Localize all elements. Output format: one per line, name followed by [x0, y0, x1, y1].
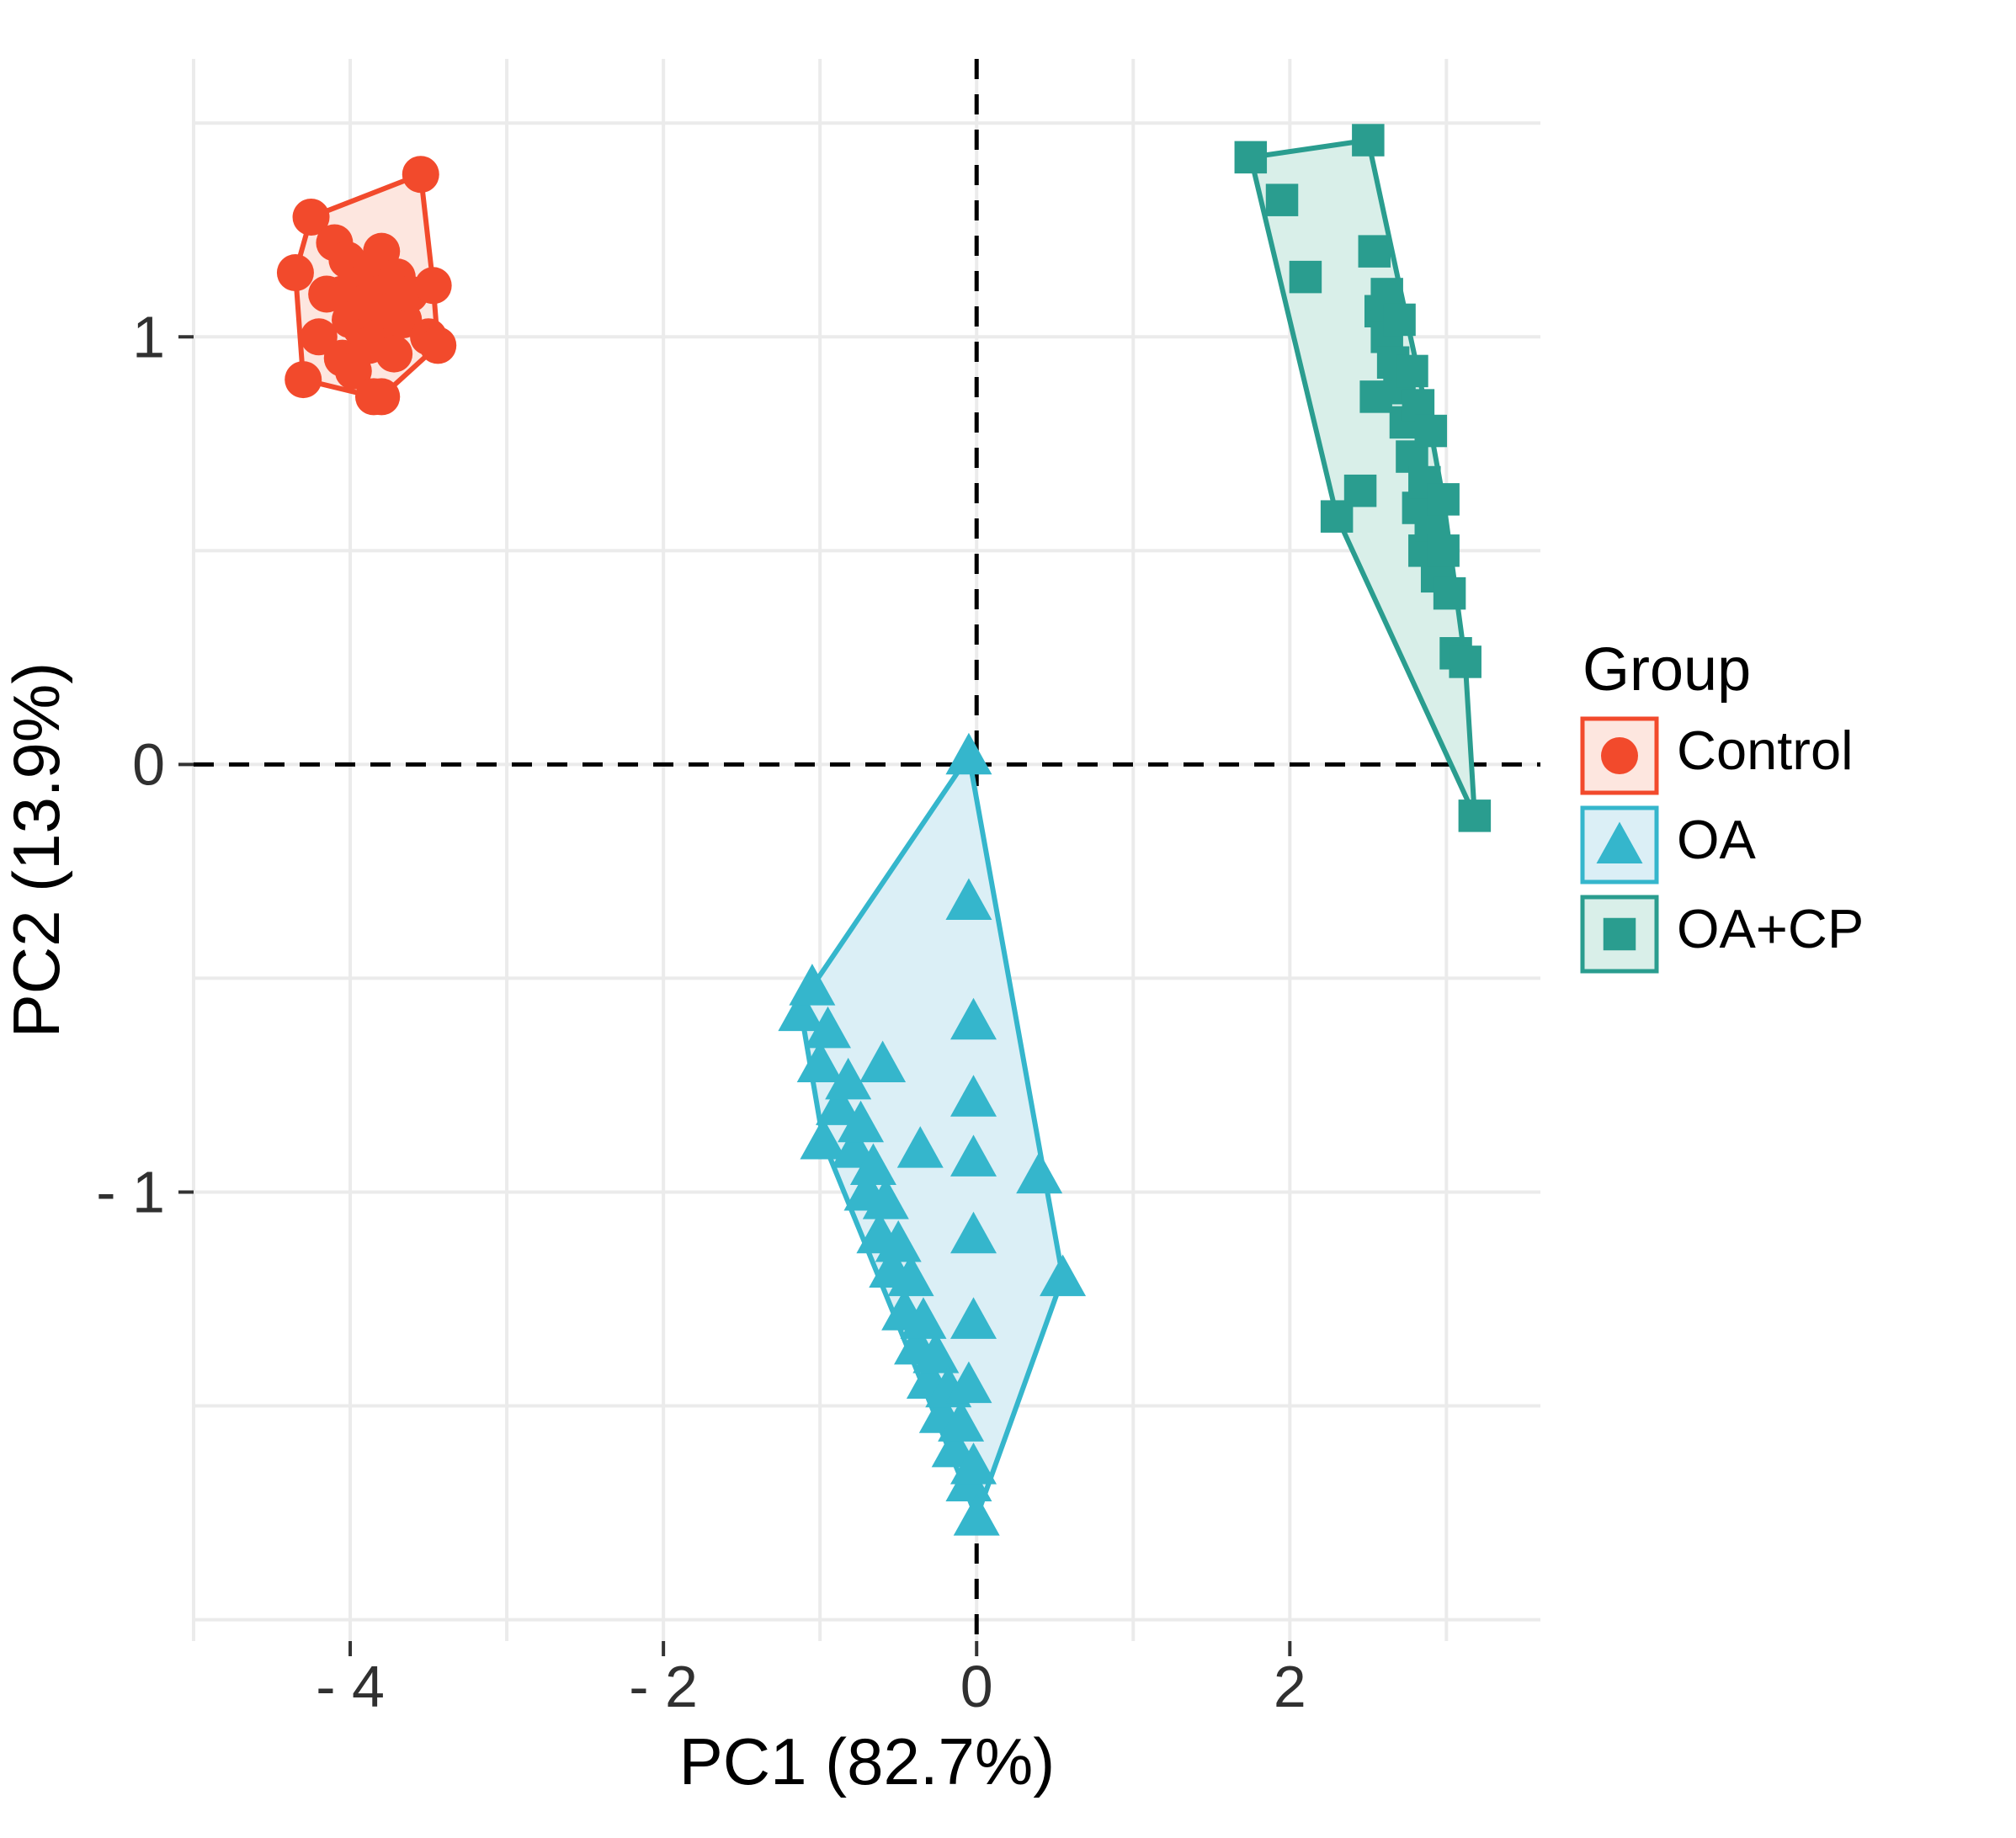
x-tick-label: 2 — [1274, 1654, 1306, 1719]
point-control — [402, 156, 439, 193]
point-oa-cp — [1415, 415, 1448, 448]
point-oa-cp — [1359, 235, 1391, 268]
point-oa-cp — [1449, 645, 1481, 678]
legend-glyph-control — [1601, 737, 1638, 774]
point-oa-cp — [1266, 183, 1299, 215]
y-axis-title: PC2 (13.9%) — [0, 662, 73, 1039]
x-tick-label: 0 — [960, 1654, 993, 1719]
point-control — [419, 327, 456, 364]
point-control — [277, 254, 314, 291]
point-oa-cp — [1344, 475, 1377, 507]
plot-svg: - 4 - 2 0 2 - 1 0 1 PC1 (82.7%) PC2 (13.9%) Group… — [0, 0, 2016, 1838]
point-control — [415, 267, 452, 304]
point-oa-cp — [1359, 380, 1392, 413]
legend-label-oa-cp: OA+CP — [1677, 898, 1864, 959]
point-control — [363, 378, 400, 415]
point-control — [375, 336, 412, 373]
point-oa-cp — [1427, 483, 1460, 516]
legend: Group Control OA OA+CP — [1582, 636, 1864, 971]
point-oa-cp — [1396, 355, 1428, 388]
point-oa-cp — [1383, 304, 1416, 337]
pca-scatter-chart: - 4 - 2 0 2 - 1 0 1 PC1 (82.7%) PC2 (13.9%) Group… — [0, 0, 2016, 1838]
y-tick-label: 1 — [132, 304, 165, 369]
x-tick-label: - 4 — [316, 1654, 385, 1719]
point-oa-cp — [1459, 799, 1492, 832]
legend-title: Group — [1582, 636, 1751, 704]
point-control — [285, 361, 322, 398]
point-oa-cp — [1352, 124, 1385, 157]
y-tick-label: 0 — [132, 731, 165, 797]
point-oa-cp — [1427, 534, 1460, 567]
point-oa-cp — [1235, 141, 1268, 174]
x-axis-title: PC1 (82.7%) — [679, 1724, 1056, 1798]
y-tick-label: - 1 — [96, 1159, 165, 1224]
point-oa-cp — [1434, 577, 1466, 610]
legend-glyph-oa-cp — [1604, 918, 1636, 951]
legend-label-control: Control — [1677, 720, 1854, 781]
legend-label-oa: OA — [1677, 809, 1757, 870]
point-oa-cp — [1290, 261, 1322, 294]
x-tick-label: - 2 — [629, 1654, 698, 1719]
